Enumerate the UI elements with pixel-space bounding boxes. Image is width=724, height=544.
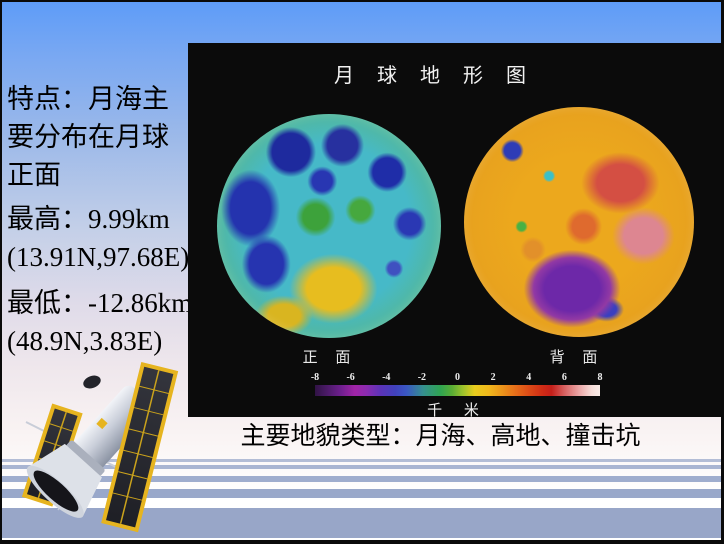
elevation-colorbar: -8 -6 -4 -2 0 2 4 6 8 千 米 xyxy=(311,372,603,420)
highest-point-text: 最高：9.99km (13.91N,97.68E) xyxy=(7,200,197,276)
lowest-point-text: 最低：-12.86km (48.9N,3.83E) xyxy=(7,284,197,360)
solar-panel-right xyxy=(101,361,179,533)
lowest-value: 最低：-12.86km xyxy=(7,288,193,318)
colorbar-tick: 4 xyxy=(526,372,532,383)
map-title: 月 球 地 形 图 xyxy=(334,65,535,87)
moon-far-side-image xyxy=(464,107,694,337)
lunar-topographic-map-panel: 月 球 地 形 图 正 面 背 面 -8 -6 -4 -2 0 2 4 6 8 … xyxy=(188,43,721,420)
decorative-stripe xyxy=(2,465,721,469)
highest-value: 最高：9.99km xyxy=(7,204,170,234)
moon-near-side-image xyxy=(217,114,441,338)
colorbar-tick: 8 xyxy=(597,372,603,383)
decorative-stripe xyxy=(2,476,721,482)
colorbar-tick: -2 xyxy=(417,372,427,383)
lowest-coordinates: (48.9N,3.83E) xyxy=(7,326,163,356)
colorbar-tick: -8 xyxy=(310,372,320,383)
telescope-tube xyxy=(26,385,154,518)
colorbar-tick: 2 xyxy=(490,372,496,383)
colorbar-tick: 6 xyxy=(561,372,567,383)
highest-coordinates: (13.91N,97.68E) xyxy=(7,242,190,272)
colorbar-tick: -6 xyxy=(346,372,355,383)
colorbar-ticks: -8 -6 -4 -2 0 2 4 6 8 xyxy=(311,372,603,383)
colorbar-tick: -4 xyxy=(382,372,391,383)
far-side-label: 背 面 xyxy=(549,350,605,366)
caption-text: 主要地貌类型：月海、高地、撞击坑 xyxy=(240,423,641,450)
feature-text: 特点：月海主 要分布在月球 正面 xyxy=(7,84,169,190)
hubble-telescope-image xyxy=(21,361,179,533)
colorbar-gradient xyxy=(315,385,600,396)
decorative-stripe xyxy=(2,489,721,498)
near-side-label: 正 面 xyxy=(302,350,358,366)
decorative-stripe xyxy=(2,459,721,462)
colorbar-unit-label: 千 米 xyxy=(427,403,488,419)
antenna-dish xyxy=(83,375,101,389)
colorbar-tick: 0 xyxy=(455,372,460,383)
